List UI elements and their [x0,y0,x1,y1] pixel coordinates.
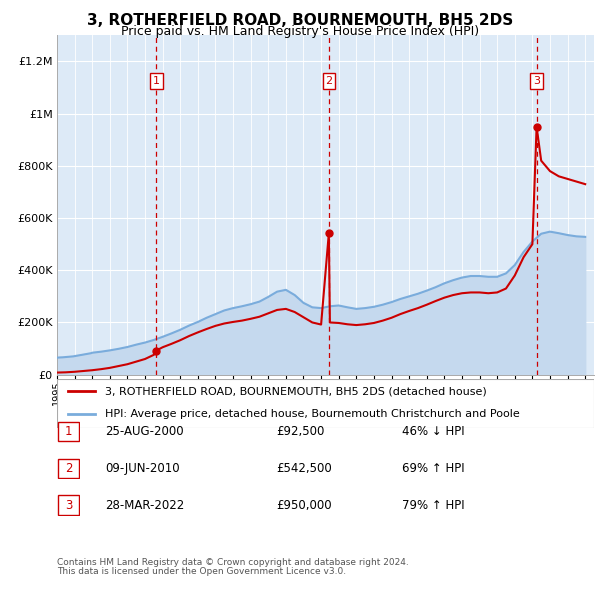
Text: 3, ROTHERFIELD ROAD, BOURNEMOUTH, BH5 2DS (detached house): 3, ROTHERFIELD ROAD, BOURNEMOUTH, BH5 2D… [106,386,487,396]
Text: £92,500: £92,500 [276,425,325,438]
FancyBboxPatch shape [58,496,79,514]
FancyBboxPatch shape [57,379,594,428]
Text: 69% ↑ HPI: 69% ↑ HPI [402,462,464,475]
Text: Contains HM Land Registry data © Crown copyright and database right 2024.: Contains HM Land Registry data © Crown c… [57,558,409,567]
Text: 3: 3 [65,499,72,512]
Text: 79% ↑ HPI: 79% ↑ HPI [402,499,464,512]
Text: HPI: Average price, detached house, Bournemouth Christchurch and Poole: HPI: Average price, detached house, Bour… [106,409,520,419]
Text: 09-JUN-2010: 09-JUN-2010 [105,462,179,475]
Text: £950,000: £950,000 [276,499,332,512]
Text: Price paid vs. HM Land Registry's House Price Index (HPI): Price paid vs. HM Land Registry's House … [121,25,479,38]
Text: 3, ROTHERFIELD ROAD, BOURNEMOUTH, BH5 2DS: 3, ROTHERFIELD ROAD, BOURNEMOUTH, BH5 2D… [87,13,513,28]
Text: 3: 3 [533,76,540,86]
FancyBboxPatch shape [58,422,79,441]
FancyBboxPatch shape [58,459,79,478]
Text: 46% ↓ HPI: 46% ↓ HPI [402,425,464,438]
Text: 1: 1 [153,76,160,86]
Text: This data is licensed under the Open Government Licence v3.0.: This data is licensed under the Open Gov… [57,566,346,576]
Text: 25-AUG-2000: 25-AUG-2000 [105,425,184,438]
Text: 2: 2 [65,462,72,475]
Text: £542,500: £542,500 [276,462,332,475]
Text: 1: 1 [65,425,72,438]
Text: 2: 2 [325,76,332,86]
Text: 28-MAR-2022: 28-MAR-2022 [105,499,184,512]
